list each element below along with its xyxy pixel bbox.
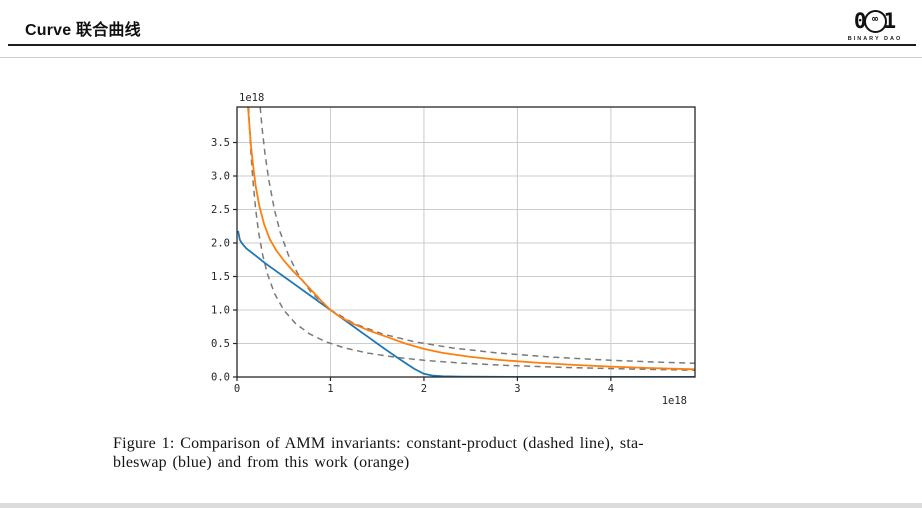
header-divider — [8, 44, 916, 46]
x-tick-label: 4 — [608, 383, 614, 395]
logo-circle-icon: ∞ — [863, 9, 887, 33]
series-constant-product-outer — [259, 107, 695, 365]
logo-wordmark: BINARY DAO — [847, 36, 903, 42]
x-axis-offset-label: 1e18 — [662, 395, 687, 407]
caption-line-1: Figure 1: Comparison of AMM invariants: … — [113, 435, 644, 452]
amm-invariants-chart: 0 1 2 3 4 0.0 0.5 1.0 1.5 2.0 2.5 3.0 3.5 1e18 1e18 — [211, 92, 696, 407]
y-tick-label: 1.5 — [211, 271, 230, 283]
y-tick-label: 1.0 — [211, 305, 230, 317]
header-sub-divider — [0, 57, 922, 58]
y-tick-label: 3.5 — [211, 137, 230, 149]
figure-area: 0 1 2 3 4 0.0 0.5 1.0 1.5 2.0 2.5 3.0 3.5 1e18 1e18 — [190, 88, 710, 418]
x-tick-label: 3 — [514, 383, 520, 395]
logo-zero-glyph: 0 — [853, 9, 867, 33]
binary-dao-logo: 0 ∞ 1 BINARY DAO — [845, 7, 905, 42]
logo-one-glyph: 1 — [883, 9, 897, 33]
y-tick-label: 2.5 — [211, 204, 230, 216]
plot-spines — [236, 106, 696, 378]
logo-glyphs: 0 ∞ 1 — [845, 7, 905, 35]
series-this-work — [247, 107, 695, 371]
page-title: Curve 联合曲线 — [25, 22, 141, 39]
series-stableswap — [237, 230, 695, 377]
y-tick-label: 2.0 — [211, 238, 230, 250]
caption-line-2: bleswap (blue) and from this work (orang… — [113, 453, 410, 471]
series-constant-product-inner — [247, 107, 695, 371]
x-tick-label: 2 — [421, 383, 427, 395]
y-axis-offset-label: 1e18 — [239, 92, 264, 104]
y-tick-label: 0.0 — [211, 372, 230, 384]
y-tick-label: 3.0 — [211, 171, 230, 183]
x-tick-label: 0 — [234, 383, 240, 395]
x-tick-label: 1 — [327, 383, 333, 395]
figure-caption: Figure 1: Comparison of AMM invariants: … — [113, 435, 833, 472]
y-tick-label: 0.5 — [211, 338, 230, 350]
slide-bottom-edge — [0, 503, 922, 508]
infinity-icon: ∞ — [871, 14, 879, 25]
